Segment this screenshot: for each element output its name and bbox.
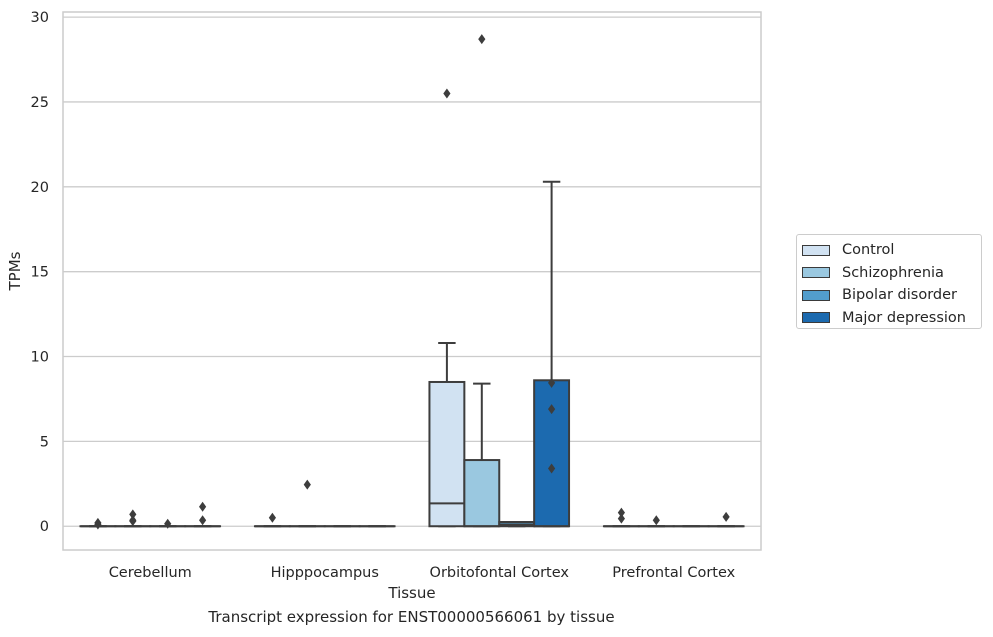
legend-label: Major depression <box>842 309 966 326</box>
legend-swatch <box>802 289 830 301</box>
outlier-marker <box>164 518 172 529</box>
legend-swatch <box>802 312 830 324</box>
box-control <box>79 517 117 530</box>
gridlines <box>63 16 761 527</box>
y-tick-label: 25 <box>31 95 49 111</box>
chart-caption: Transcript expression for ENST0000056606… <box>208 608 615 626</box>
legend-swatch <box>802 244 830 256</box>
plot-frame <box>62 11 762 551</box>
box-iqr <box>533 379 571 528</box>
tick-labels: 0 5 10 15 20 25 30 Cerebellum Hipppocampus Orbito… <box>31 10 736 581</box>
box-schizophrenia <box>288 479 326 528</box>
legend-label: Schizophrenia <box>842 264 944 281</box>
box-bipolar-disorder <box>149 518 187 529</box>
legend-item: Bipolar disorder <box>802 284 981 307</box>
y-tick-label: 15 <box>31 265 49 281</box>
y-tick-label: 5 <box>40 434 49 450</box>
outlier-marker <box>443 88 451 99</box>
outlier-marker <box>722 511 730 522</box>
outlier-marker <box>303 479 311 490</box>
legend-item: Major depression <box>802 307 981 330</box>
legend-label: Bipolar disorder <box>842 287 957 304</box>
outlier-marker <box>617 513 625 524</box>
box-control <box>253 512 291 528</box>
outlier-marker <box>478 34 486 45</box>
legend: Control Schizophrenia Bipolar disorder Majo… <box>796 234 982 329</box>
outlier-marker <box>548 377 556 388</box>
box-major-depression <box>707 511 745 528</box>
box-bipolar-disorder <box>498 520 536 528</box>
box-schizophrenia <box>637 515 675 528</box>
outlier-marker <box>268 512 276 523</box>
box-schizophrenia <box>463 34 501 528</box>
y-tick-label: 20 <box>31 180 49 196</box>
box-iqr <box>463 459 501 528</box>
outlier-marker <box>129 516 137 527</box>
box-control <box>428 88 466 528</box>
outlier-marker <box>129 509 137 520</box>
legend-item: Schizophrenia <box>802 262 981 285</box>
box-iqr <box>428 380 466 528</box>
box-groups <box>79 34 745 530</box>
y-tick-label: 0 <box>40 519 49 535</box>
outlier-marker <box>199 515 207 526</box>
legend-swatch <box>802 267 830 279</box>
box-major-depression <box>184 501 222 528</box>
outlier-marker <box>548 404 556 415</box>
x-tick-label: Prefrontal Cortex <box>612 565 735 581</box>
x-tick-label: Cerebellum <box>109 565 192 581</box>
legend-label: Control <box>842 242 895 259</box>
outlier-marker <box>617 507 625 518</box>
x-tick-label: Orbitofontal Cortex <box>430 565 570 581</box>
box-control <box>602 507 640 528</box>
outlier-marker <box>94 519 102 530</box>
box-schizophrenia <box>114 509 152 528</box>
y-axis-label: TPMs <box>6 251 24 291</box>
box-major-depression <box>533 180 571 528</box>
y-tick-label: 30 <box>31 10 49 26</box>
x-tick-label: Hipppocampus <box>271 565 379 581</box>
x-axis-label: Tissue <box>387 584 435 602</box>
y-tick-label: 10 <box>31 350 49 366</box>
outlier-marker <box>652 515 660 526</box>
outlier-marker <box>548 463 556 474</box>
legend-item: Control <box>802 239 981 262</box>
outlier-marker <box>199 501 207 512</box>
